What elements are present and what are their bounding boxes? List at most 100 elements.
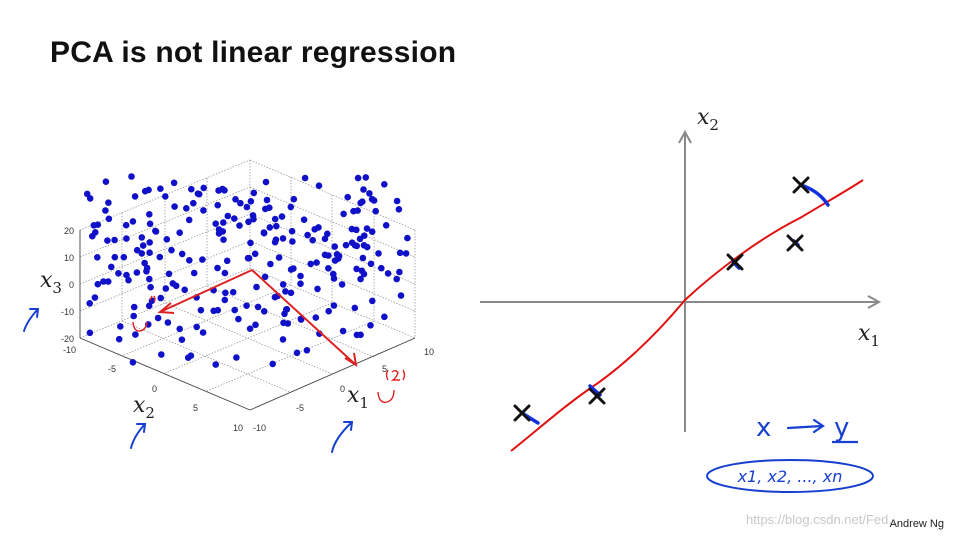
x1-tick: 10 — [424, 347, 434, 357]
scatter-point — [108, 263, 115, 271]
scatter-point — [123, 271, 130, 279]
scatter-point — [367, 322, 374, 329]
scatter-point — [94, 253, 101, 261]
scatter-point — [197, 306, 205, 314]
scatter-points — [83, 173, 411, 368]
scatter-point — [115, 270, 122, 277]
scatter-point — [165, 270, 173, 278]
data-point-cross — [588, 387, 606, 405]
scatter-point — [231, 215, 238, 222]
scatter-point — [251, 250, 259, 258]
scatter-point — [184, 354, 192, 362]
scatter-point — [170, 179, 178, 187]
scatter-point — [282, 288, 289, 295]
scatter-point — [162, 285, 170, 292]
x2-hand-arrow-icon — [130, 423, 147, 449]
scatter-point — [253, 283, 260, 291]
u1-annotation — [132, 295, 156, 332]
scatter-point — [131, 193, 139, 200]
scatter-point — [193, 323, 200, 331]
scatter-point — [287, 289, 295, 297]
scatter-point — [235, 315, 242, 323]
scatter-point — [154, 314, 162, 322]
handwritten-mapping: x y — [756, 413, 858, 444]
scatter-point — [162, 193, 169, 200]
scatter-point — [393, 275, 401, 283]
scatter-point — [138, 250, 146, 257]
scatter-point — [288, 227, 296, 235]
x2-tick: -10 — [63, 345, 76, 355]
scatter-point — [152, 228, 160, 235]
u2-vector — [251, 269, 357, 366]
scatter-point — [212, 361, 219, 368]
scatter-point — [338, 281, 346, 288]
scatter-point — [200, 207, 207, 214]
handwritten-arrows — [23, 308, 354, 453]
u2-annotation — [377, 369, 406, 403]
scatter-point — [382, 222, 390, 229]
scatter-point — [212, 220, 219, 227]
scatter-point — [164, 319, 172, 326]
x2-tick-labels: -10 -5 0 5 10 — [63, 345, 243, 433]
scatter-point — [190, 199, 197, 207]
scatter-point — [370, 197, 378, 204]
mapping-arrow-icon — [786, 418, 825, 434]
scatter-point — [247, 198, 255, 205]
scatter-point — [169, 280, 177, 287]
data-point-cross — [726, 253, 744, 271]
scatter-point — [354, 207, 361, 214]
x3-hand-arrow-icon — [23, 308, 40, 332]
scatter-point — [324, 230, 331, 238]
scatter-point — [223, 257, 231, 265]
scatter-point — [272, 236, 280, 243]
scatter-point — [353, 265, 360, 273]
scatter-point — [210, 307, 217, 315]
x3-tick: -20 — [61, 334, 74, 344]
scatter-point — [247, 239, 254, 247]
right-x1-label: x1 — [858, 321, 880, 350]
scatter-point — [301, 174, 309, 182]
scatter-point — [402, 250, 410, 257]
scatter-point — [157, 185, 164, 192]
data-point-cross — [792, 176, 810, 194]
scatter-point — [384, 270, 392, 277]
scatter-point — [157, 294, 164, 302]
scatter-point — [262, 178, 270, 186]
x1-tick: 0 — [340, 384, 345, 394]
scatter-point — [368, 228, 376, 235]
scatter-point — [348, 225, 356, 233]
scatter-point — [90, 222, 98, 229]
scatter-point — [278, 213, 286, 220]
x2-axis-label: x2 — [133, 393, 155, 422]
scatter-point — [331, 243, 339, 250]
x2-tick: 0 — [152, 384, 157, 394]
scatter-point — [315, 182, 323, 189]
x1-hand-arrow-icon — [331, 421, 354, 453]
scatter-point — [232, 196, 239, 203]
scatter-point — [92, 229, 99, 236]
data-point-cross — [786, 234, 804, 252]
scatter-point — [220, 236, 227, 243]
scatter-point — [281, 310, 288, 318]
scatter-point — [120, 253, 128, 261]
scatter-point — [339, 327, 347, 335]
scatter-point — [125, 276, 132, 284]
scatter-point — [381, 313, 388, 321]
scatter-point — [231, 306, 238, 314]
scatter-point — [215, 226, 223, 233]
scatter-point — [199, 329, 207, 336]
scatter-point — [378, 264, 385, 272]
scatter-point — [104, 237, 111, 244]
scatter-point — [117, 323, 124, 330]
scatter-point — [271, 293, 279, 301]
scatter-point — [313, 259, 320, 266]
author-credit: Andrew Ng — [889, 518, 944, 530]
principal-vectors — [157, 269, 358, 368]
right-x2-label: x2 — [697, 105, 719, 134]
scatter-point — [331, 257, 339, 264]
scatter-point — [224, 212, 232, 220]
scatter-point — [340, 210, 347, 218]
scatter-point — [221, 187, 228, 194]
scatter-point — [271, 215, 279, 223]
scatter-point — [250, 189, 258, 197]
